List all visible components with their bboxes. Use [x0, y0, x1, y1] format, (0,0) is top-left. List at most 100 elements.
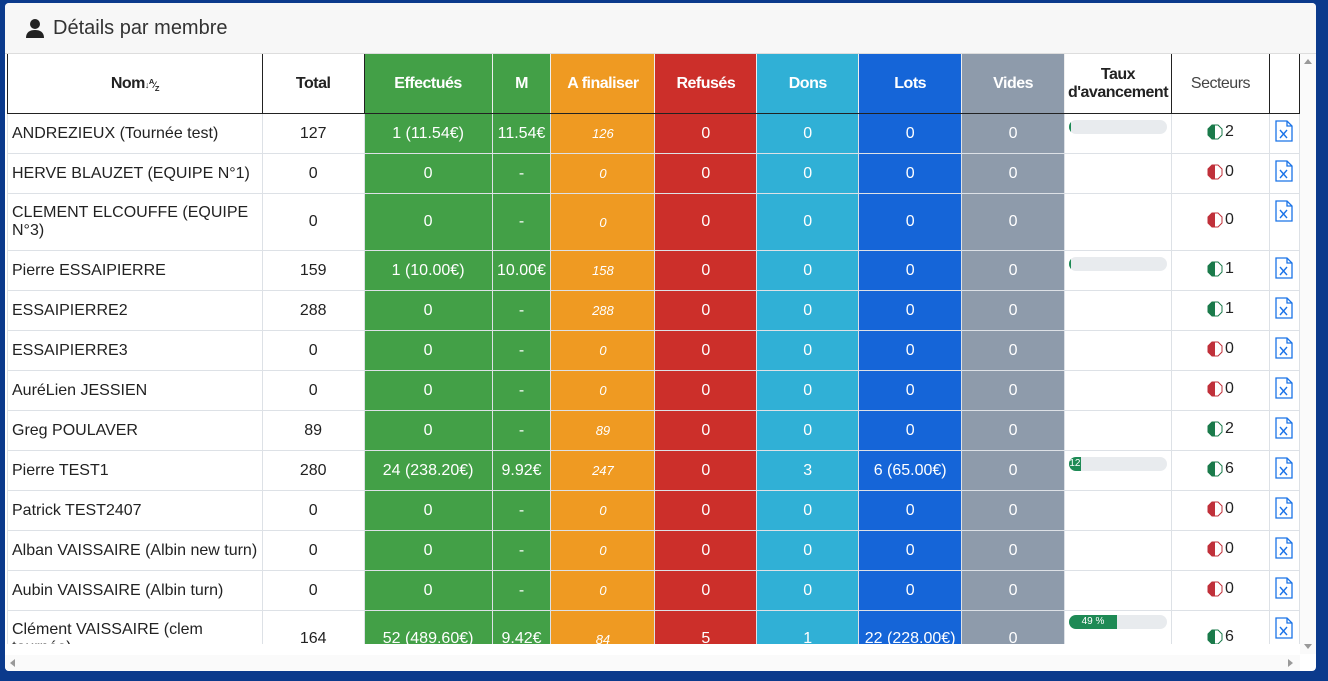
- secteurs-cell[interactable]: 0: [1171, 193, 1270, 251]
- member-name: Alban VAISSAIRE (Albin new turn): [7, 530, 263, 571]
- sector-count: 6: [1225, 459, 1234, 477]
- progress-bar: 12: [1069, 456, 1167, 471]
- col-effectues[interactable]: Effectués: [363, 54, 493, 114]
- sector-count: 1: [1225, 299, 1234, 317]
- sector-count: 0: [1225, 339, 1234, 357]
- vertical-scrollbar[interactable]: [1300, 54, 1316, 654]
- vides-cell: 0: [961, 450, 1065, 491]
- m-cell: 9.92€: [491, 450, 552, 491]
- secteurs-cell[interactable]: 6: [1171, 450, 1270, 491]
- effectues-cell: 0: [363, 490, 493, 531]
- secteurs-cell[interactable]: 2: [1171, 113, 1270, 154]
- m-cell: -: [491, 410, 552, 451]
- refuses-cell: 0: [654, 530, 758, 571]
- total-cell: 280: [261, 450, 365, 491]
- excel-export-icon[interactable]: [1275, 160, 1294, 182]
- progress-bar: 49 %: [1069, 615, 1167, 629]
- horizontal-scrollbar[interactable]: [5, 655, 1300, 671]
- scroll-right-arrow[interactable]: [1288, 659, 1293, 667]
- secteurs-cell[interactable]: 0: [1171, 570, 1270, 611]
- excel-export-icon[interactable]: [1275, 617, 1294, 639]
- secteurs-cell[interactable]: 2: [1171, 410, 1270, 451]
- excel-export-icon[interactable]: [1275, 497, 1294, 519]
- lots-cell: 22 (228.00€): [858, 610, 963, 644]
- scroll-down-arrow[interactable]: [1304, 644, 1312, 649]
- excel-export-icon[interactable]: [1275, 257, 1294, 279]
- excel-export-icon[interactable]: [1275, 417, 1294, 439]
- a-finaliser-cell: 0: [550, 153, 656, 194]
- export-cell: [1268, 610, 1300, 644]
- scroll-left-arrow[interactable]: [10, 659, 15, 667]
- lots-cell: 0: [858, 570, 963, 611]
- excel-export-icon[interactable]: [1275, 337, 1294, 359]
- table-row: HERVE BLAUZET (EQUIPE N°1) 0 0 - 0 0 0 0…: [7, 153, 1300, 194]
- vides-cell: 0: [961, 410, 1065, 451]
- secteurs-cell[interactable]: 0: [1171, 530, 1270, 571]
- secteurs-cell[interactable]: 6: [1171, 610, 1270, 644]
- col-total[interactable]: Total: [261, 54, 365, 114]
- export-cell: [1268, 530, 1300, 571]
- m-cell: -: [491, 570, 552, 611]
- export-cell: [1268, 153, 1300, 194]
- member-name: ESSAIPIERRE3: [7, 330, 263, 371]
- col-dons[interactable]: Dons: [756, 54, 860, 114]
- secteurs-cell[interactable]: 0: [1171, 370, 1270, 411]
- excel-export-icon[interactable]: [1275, 577, 1294, 599]
- export-cell: [1268, 330, 1300, 371]
- secteurs-cell[interactable]: 0: [1171, 330, 1270, 371]
- scroll-up-arrow[interactable]: [1304, 59, 1312, 64]
- dons-cell: 0: [756, 153, 860, 194]
- lots-cell: 0: [858, 410, 963, 451]
- col-secteurs[interactable]: Secteurs: [1171, 54, 1270, 114]
- excel-export-icon[interactable]: [1275, 297, 1294, 319]
- taux-cell: [1064, 530, 1172, 571]
- total-cell: 0: [261, 570, 365, 611]
- col-taux[interactable]: Taux d'avancement: [1064, 54, 1172, 114]
- table-row: Clément VAISSAIRE (clem tournée) 164 52 …: [7, 610, 1300, 644]
- dons-cell: 0: [756, 330, 860, 371]
- effectues-cell: 1 (10.00€): [363, 250, 493, 291]
- m-cell: -: [491, 193, 552, 251]
- excel-export-icon[interactable]: [1275, 377, 1294, 399]
- total-cell: 0: [261, 370, 365, 411]
- user-icon: [26, 19, 44, 38]
- excel-export-icon[interactable]: [1275, 457, 1294, 479]
- col-lots[interactable]: Lots: [858, 54, 963, 114]
- col-vides[interactable]: Vides: [961, 54, 1065, 114]
- col-refuses[interactable]: Refusés: [654, 54, 758, 114]
- sector-status-icon: [1207, 461, 1223, 476]
- total-cell: 159: [261, 250, 365, 291]
- vides-cell: 0: [961, 610, 1065, 644]
- sector-status-icon: [1207, 629, 1223, 644]
- refuses-cell: 0: [654, 250, 758, 291]
- sector-count: 2: [1225, 122, 1234, 140]
- refuses-cell: 0: [654, 290, 758, 331]
- effectues-cell: 52 (489.60€): [363, 610, 493, 644]
- col-m[interactable]: M: [491, 54, 552, 114]
- secteurs-cell[interactable]: 0: [1171, 153, 1270, 194]
- secteurs-cell[interactable]: 1: [1171, 290, 1270, 331]
- a-finaliser-cell: 84: [550, 610, 656, 644]
- taux-cell: [1064, 330, 1172, 371]
- refuses-cell: 0: [654, 370, 758, 411]
- col-a-finaliser[interactable]: A finaliser: [550, 54, 656, 114]
- col-nom[interactable]: Nom↓A⁄Z: [7, 54, 263, 114]
- sector-status-icon: [1207, 164, 1223, 179]
- sector-status-icon: [1207, 581, 1223, 596]
- taux-cell: [1064, 570, 1172, 611]
- effectues-cell: 24 (238.20€): [363, 450, 493, 491]
- excel-export-icon[interactable]: [1275, 537, 1294, 559]
- vides-cell: 0: [961, 193, 1065, 251]
- total-cell: 164: [261, 610, 365, 644]
- lots-cell: 0: [858, 290, 963, 331]
- refuses-cell: 5: [654, 610, 758, 644]
- secteurs-cell[interactable]: 1: [1171, 250, 1270, 291]
- excel-export-icon[interactable]: [1275, 200, 1294, 222]
- table-row: Greg POULAVER 89 0 - 89 0 0 0 0 2: [7, 410, 1300, 451]
- total-cell: 0: [261, 193, 365, 251]
- refuses-cell: 0: [654, 193, 758, 251]
- excel-export-icon[interactable]: [1275, 120, 1294, 142]
- member-name: Pierre ESSAIPIERRE: [7, 250, 263, 291]
- secteurs-cell[interactable]: 0: [1171, 490, 1270, 531]
- dons-cell: 0: [756, 290, 860, 331]
